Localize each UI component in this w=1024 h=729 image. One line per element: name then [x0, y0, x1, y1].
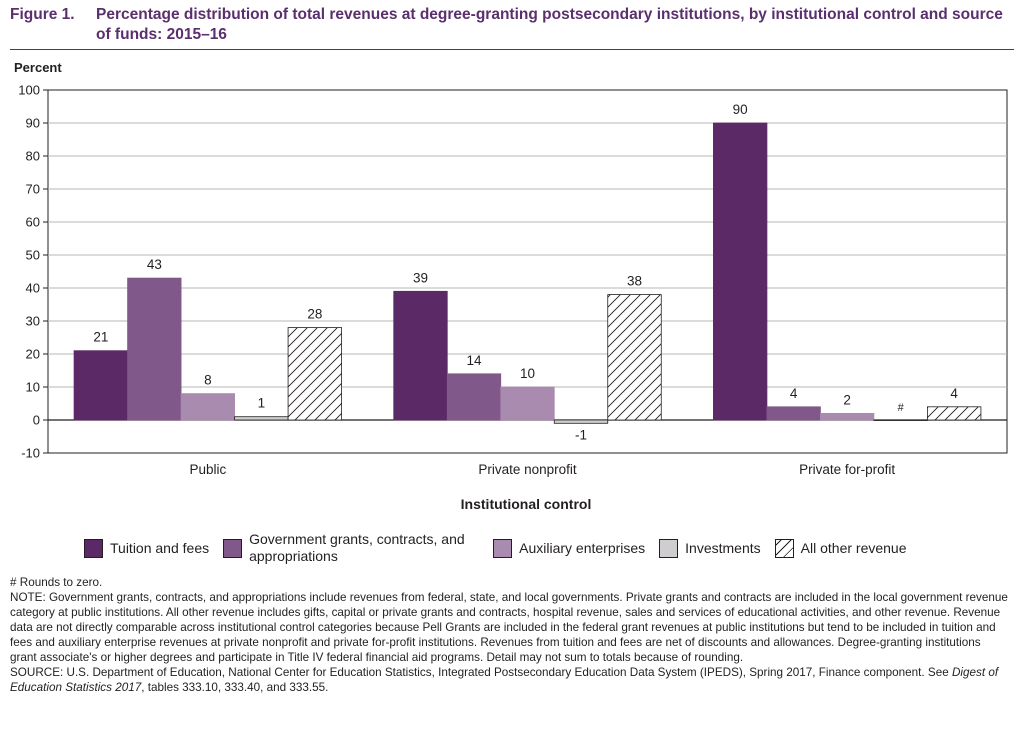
bar — [927, 406, 982, 421]
bar — [873, 419, 928, 421]
y-tick-label: -10 — [21, 446, 40, 461]
legend-swatch-other — [774, 538, 794, 558]
bar — [766, 406, 821, 421]
x-tick-labels: Public Private nonprofit Private for-profi… — [189, 462, 895, 477]
bar-label: 90 — [733, 102, 748, 117]
x-axis-label: Institutional control — [461, 496, 592, 512]
bar-label: 28 — [307, 307, 322, 322]
figure-title-text: Percentage distribution of total revenue… — [96, 6, 1003, 43]
bar — [553, 419, 609, 424]
x-tick-label: Public — [189, 462, 226, 477]
y-tick-labels: -10 0 10 20 30 40 50 60 70 80 90 100 — [18, 83, 40, 461]
x-tick-label: Private for-profit — [799, 462, 895, 477]
legend-item-investments: Investments — [659, 538, 761, 558]
y-tick-label: 90 — [26, 116, 40, 131]
bar — [393, 290, 448, 421]
bar-label: 2 — [843, 392, 851, 407]
bar — [73, 350, 128, 421]
title-rule — [10, 49, 1014, 50]
y-tick-label: 0 — [33, 413, 40, 428]
bar-label: 4 — [950, 386, 958, 401]
x-tick-label: Private nonprofit — [478, 462, 577, 477]
legend-item-government: Government grants, contracts, and approp… — [223, 531, 479, 565]
bar — [127, 277, 182, 421]
y-tick-label: 40 — [26, 281, 40, 296]
bar — [820, 412, 875, 421]
y-tick-label: 50 — [26, 248, 40, 263]
bar-label: 4 — [790, 386, 798, 401]
bar — [607, 294, 662, 421]
bar-label: 10 — [520, 366, 535, 381]
y-axis-label: Percent — [14, 60, 62, 75]
legend-label-investments: Investments — [685, 539, 761, 556]
legend-swatch-tuition — [84, 538, 103, 558]
figure-notes: # Rounds to zero. NOTE: Government grant… — [10, 575, 1010, 695]
legend-swatch-auxiliary — [493, 538, 513, 558]
legend-swatch-investments — [659, 538, 679, 558]
y-tick-label: 80 — [26, 149, 40, 164]
legend-item-auxiliary: Auxiliary enterprises — [493, 538, 646, 558]
legend-label-auxiliary: Auxiliary enterprises — [519, 539, 646, 556]
legend-swatch-government — [223, 538, 243, 558]
rounds-note: # Rounds to zero. — [10, 576, 103, 589]
y-tick-label: 70 — [26, 182, 40, 197]
general-note: NOTE: Government grants, contracts, and … — [10, 591, 1008, 664]
bar-label: 38 — [627, 274, 642, 289]
legend-label-other: All other revenue — [800, 539, 907, 556]
bars — [73, 122, 982, 424]
bar — [446, 373, 502, 421]
bar — [234, 416, 289, 421]
bar-label: 39 — [413, 270, 428, 285]
y-tick-label: 100 — [18, 83, 40, 98]
y-tick-label: 20 — [26, 347, 40, 362]
figure-title: Figure 1. Percentage distribution of tot… — [10, 5, 1010, 45]
bar-label: 14 — [466, 353, 482, 368]
source-italic: Digest of Education Statistics 2017 — [10, 666, 999, 694]
plot-frame — [47, 89, 1008, 454]
source-prefix: SOURCE: U.S. Department of Education, Na… — [10, 666, 952, 679]
source-note: SOURCE: U.S. Department of Education, Na… — [10, 665, 1010, 695]
bar-label: 43 — [147, 257, 162, 272]
bar-label: # — [898, 402, 905, 414]
legend-label-tuition: Tuition and fees — [110, 539, 210, 556]
bar-data-labels: 21 43 8 1 28 39 14 10 -1 38 90 4 2 #4 — [93, 102, 958, 442]
legend-label-government: Government grants, contracts, and approp… — [249, 531, 465, 564]
gridlines — [43, 89, 1008, 454]
bar-label: -1 — [575, 427, 587, 442]
y-tick-label: 10 — [26, 380, 40, 395]
bar-label: 1 — [258, 396, 266, 411]
bar — [713, 122, 768, 421]
chart-legend: Tuition and fees Government grants, cont… — [84, 530, 921, 566]
bar-label: 8 — [204, 373, 212, 388]
bar — [180, 393, 235, 421]
source-suffix: , tables 333.10, 333.40, and 333.55. — [141, 681, 329, 694]
bar-label: 21 — [93, 330, 108, 345]
figure-number: Figure 1. — [10, 6, 75, 23]
y-tick-label: 60 — [26, 215, 40, 230]
legend-item-other: All other revenue — [774, 538, 907, 558]
bar — [500, 386, 555, 421]
legend-item-tuition: Tuition and fees — [84, 538, 210, 558]
bar — [287, 327, 342, 421]
y-tick-label: 30 — [26, 314, 40, 329]
